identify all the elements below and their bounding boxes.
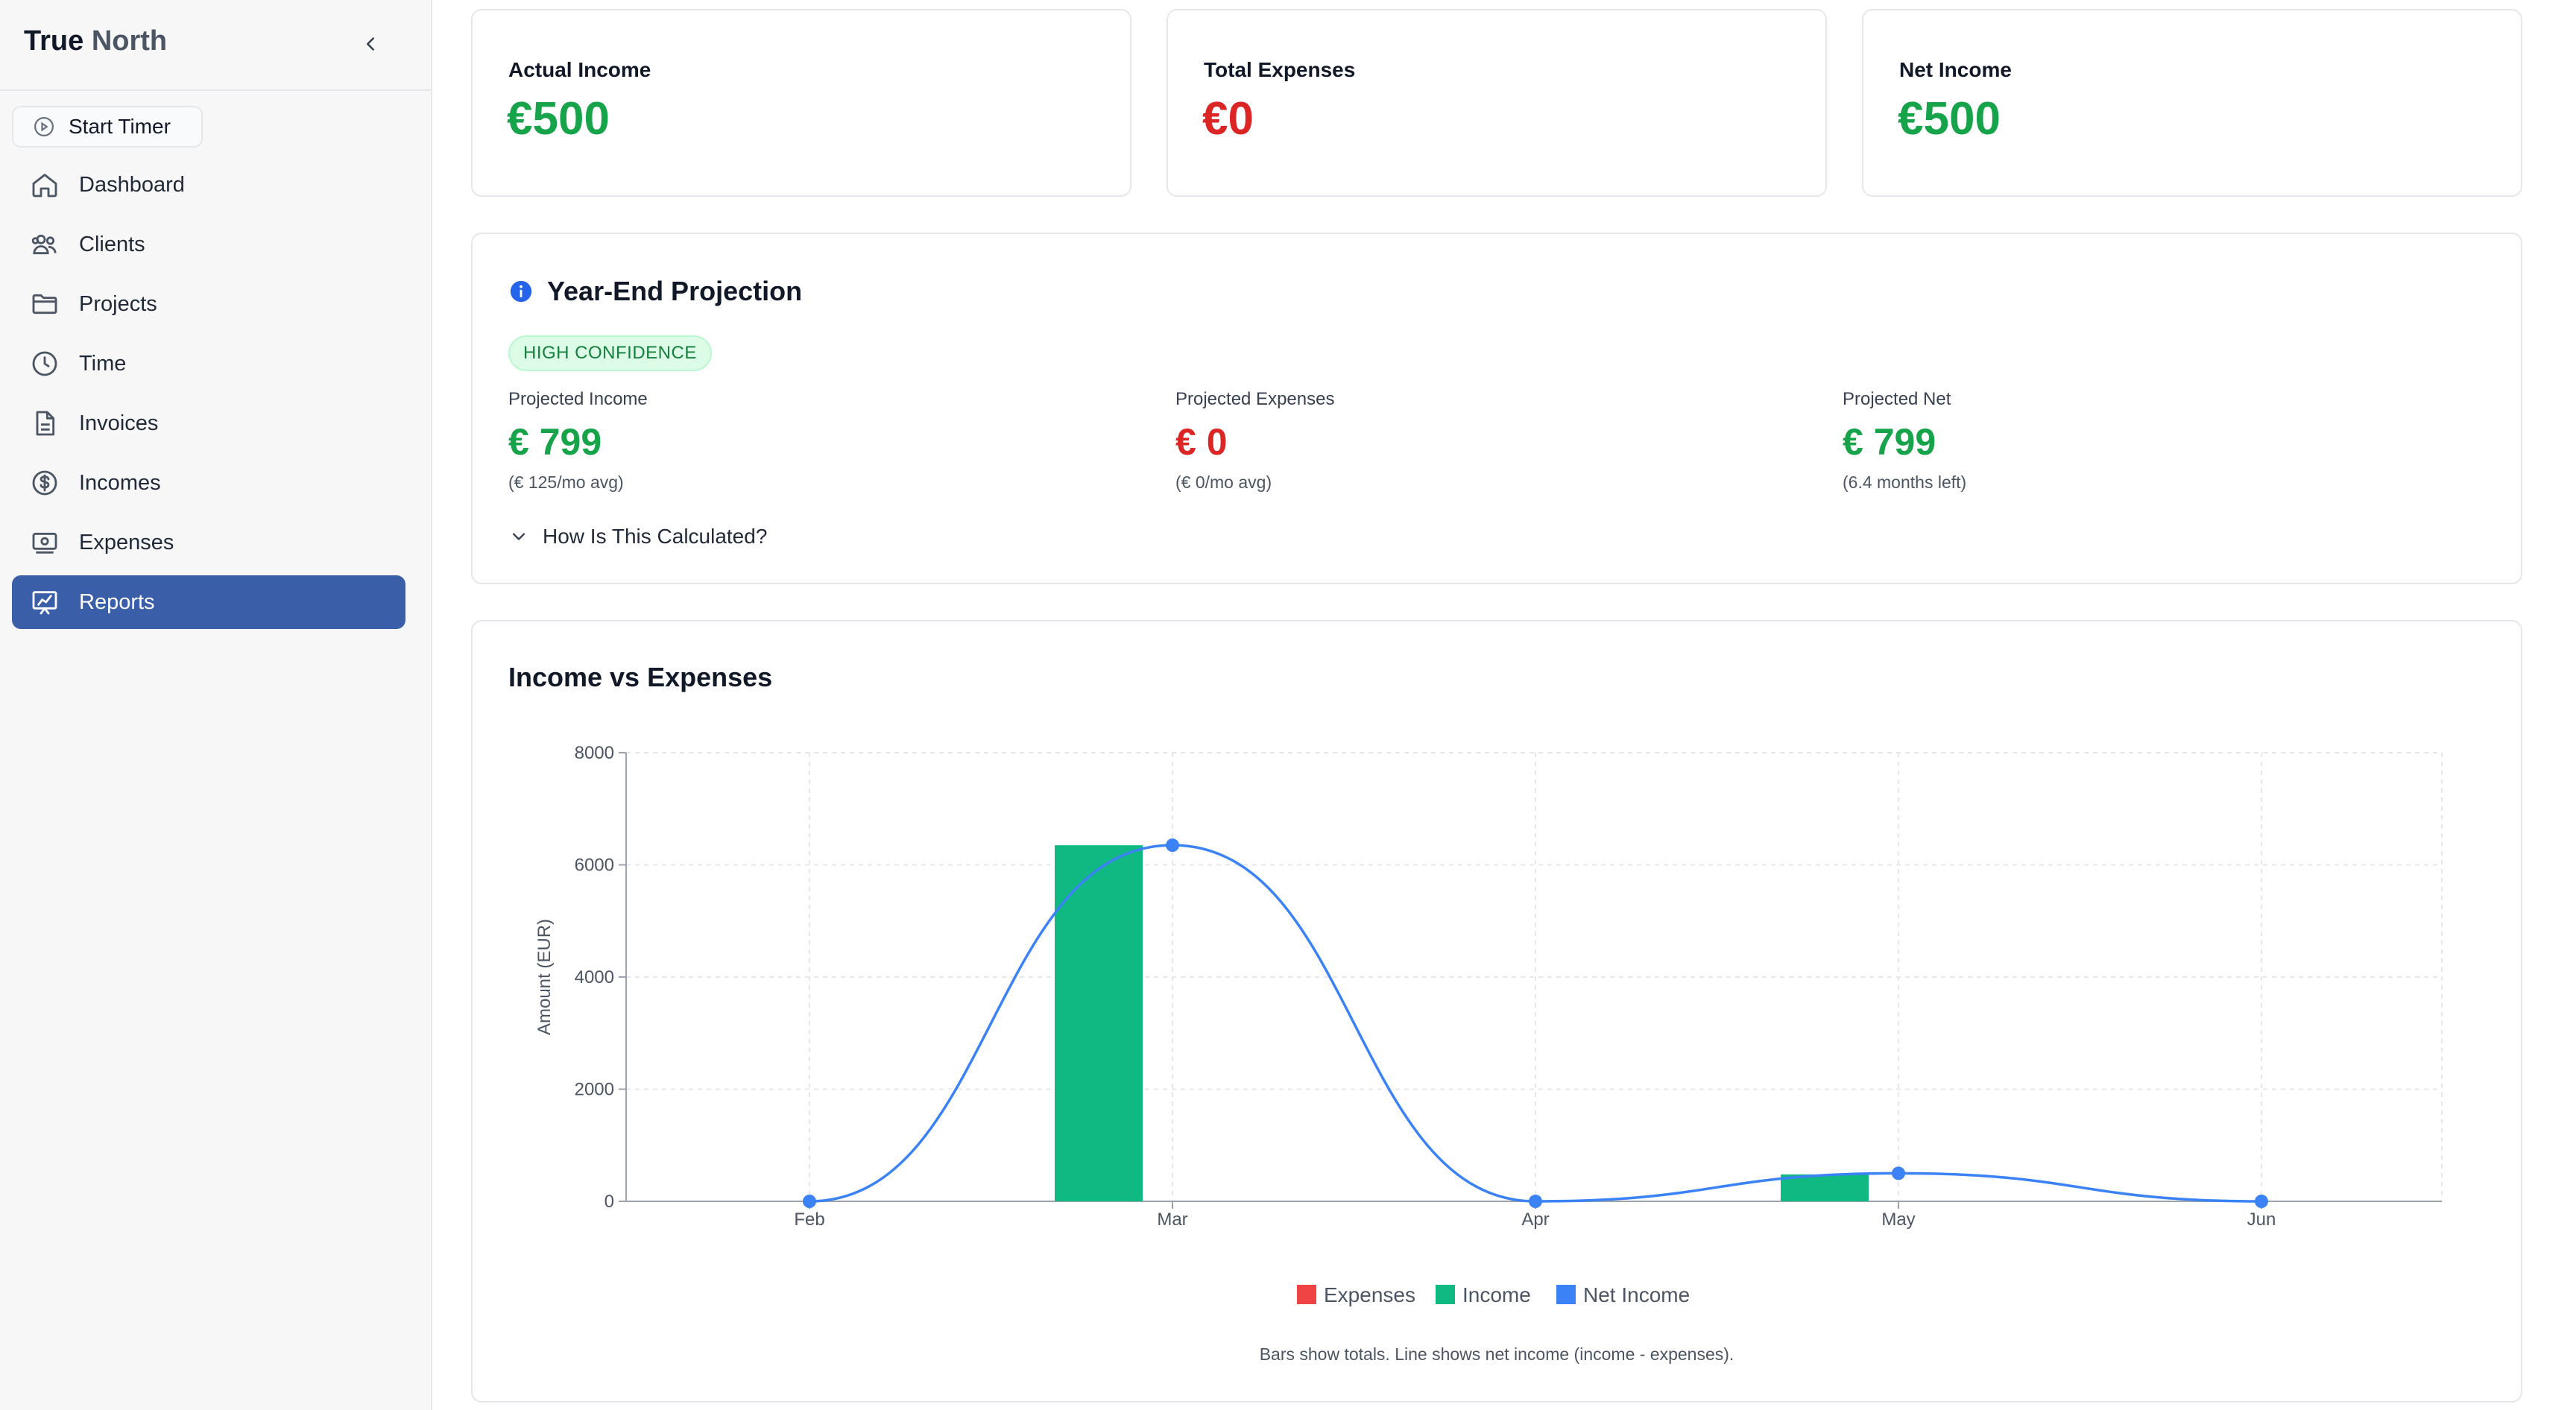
confidence-badge: HIGH CONFIDENCE: [508, 335, 712, 371]
projected-income-sub: (€ 125/mo avg): [508, 472, 624, 492]
sidebar: True North Start Timer Dashboard Clients…: [0, 0, 432, 1410]
projection-title: Year-End Projection: [547, 276, 803, 306]
clock-icon: [32, 351, 57, 376]
sidebar-item-time[interactable]: Time: [12, 337, 405, 391]
sidebar-item-label: Expenses: [79, 530, 174, 554]
sidebar-item-invoices[interactable]: Invoices: [12, 396, 405, 450]
x-tick-label: Mar: [1157, 1210, 1187, 1230]
income-vs-expenses-card: Income vs Expenses 0 2000 4000 6000 8000 Feb M…: [471, 620, 2522, 1403]
net-income-point: [1529, 1195, 1542, 1208]
sidebar-item-expenses[interactable]: Expenses: [12, 516, 405, 569]
chevron-left-icon: [367, 37, 374, 51]
chevron-down-icon: [512, 533, 525, 540]
chart-icon: [32, 591, 57, 615]
y-tick-label: 0: [604, 1192, 614, 1212]
projected-net: Projected Net € 799 (6.4 months left): [1843, 389, 1966, 493]
actual-income-label: Actual Income: [508, 58, 651, 81]
y-axis-label: Amount (EUR): [534, 919, 555, 1035]
projected-expenses-sub: (€ 0/mo avg): [1175, 472, 1272, 492]
y-tick-label: 4000: [575, 967, 614, 987]
net-income-label: Net Income: [1899, 58, 2012, 81]
users-icon: [31, 234, 57, 255]
home-icon: [32, 174, 57, 197]
file-icon: [36, 411, 55, 436]
total-expenses-card: Total Expenses €0: [1167, 9, 1827, 197]
projected-net-label: Projected Net: [1843, 389, 1951, 409]
net-income-point: [1892, 1166, 1905, 1180]
legend-swatch: [1436, 1285, 1455, 1304]
net-income-line: [809, 844, 2262, 1203]
actual-income-card: Actual Income €500: [471, 9, 1131, 197]
legend-label: Expenses: [1324, 1283, 1415, 1306]
sidebar-item-label: Incomes: [79, 470, 161, 495]
dollar-circle-icon: [32, 470, 57, 496]
play-circle-icon: [34, 117, 54, 136]
year-end-projection-card: Year-End Projection HIGH CONFIDENCE Proj…: [471, 233, 2522, 584]
projected-income: Projected Income € 799 (€ 125/mo avg): [508, 389, 648, 493]
actual-income-value: €500: [507, 93, 610, 145]
sidebar-item-projects[interactable]: Projects: [12, 277, 405, 331]
info-icon: [510, 280, 532, 303]
app-name-second: North: [91, 25, 168, 57]
projected-income-value: € 799: [508, 421, 602, 463]
total-expenses-value: €0: [1202, 93, 1254, 145]
sidebar-item-incomes[interactable]: Incomes: [12, 456, 405, 510]
projected-expenses-label: Projected Expenses: [1175, 389, 1335, 409]
x-tick-label: Feb: [794, 1210, 824, 1230]
x-tick-label: May: [1881, 1210, 1915, 1230]
x-tick-label: Jun: [2247, 1210, 2276, 1230]
sidebar-item-label: Dashboard: [79, 172, 185, 197]
bar-income: [1781, 1174, 1869, 1201]
bar-income: [1055, 845, 1143, 1201]
chart-title: Income vs Expenses: [508, 662, 773, 692]
start-timer-label: Start Timer: [69, 115, 171, 138]
projected-net-value: € 799: [1843, 421, 1936, 463]
net-income-point: [803, 1195, 816, 1208]
chart-note: Bars show totals. Line shows net income …: [1259, 1344, 1734, 1364]
app-name-first: True: [24, 25, 84, 57]
sidebar-item-label: Reports: [79, 589, 155, 614]
total-expenses-label: Total Expenses: [1204, 58, 1356, 81]
legend-label: Net Income: [1583, 1283, 1690, 1306]
y-tick-label: 6000: [575, 856, 614, 876]
y-tick-label: 8000: [575, 743, 614, 763]
banknote-icon: [32, 532, 57, 554]
collapse-sidebar-button[interactable]: [352, 25, 389, 63]
sidebar-item-clients[interactable]: Clients: [12, 218, 405, 271]
start-timer-button[interactable]: Start Timer: [12, 106, 203, 148]
income-expenses-chart: 0 2000 4000 6000 8000 Feb Mar Apr May Jun Amount (…: [534, 743, 2443, 1306]
how-calculated-label: How Is This Calculated?: [543, 525, 768, 548]
sidebar-item-reports[interactable]: Reports: [12, 575, 405, 629]
app-logo[interactable]: True North: [24, 25, 167, 57]
legend-label: Income: [1462, 1283, 1531, 1306]
sidebar-header: True North: [0, 0, 431, 91]
projected-expenses-value: € 0: [1175, 421, 1228, 463]
sidebar-item-label: Projects: [79, 291, 157, 316]
sidebar-nav: Dashboard Clients Projects Time Invoices…: [12, 158, 405, 635]
sidebar-item-dashboard[interactable]: Dashboard: [12, 158, 405, 212]
folder-icon: [32, 294, 57, 314]
legend-swatch: [1297, 1285, 1316, 1304]
how-calculated-toggle[interactable]: How Is This Calculated?: [508, 522, 767, 551]
x-tick-label: Apr: [1521, 1210, 1549, 1230]
net-income-point: [1166, 838, 1179, 853]
projected-income-label: Projected Income: [508, 389, 648, 409]
sidebar-item-label: Time: [79, 351, 127, 376]
sidebar-item-label: Clients: [79, 232, 145, 256]
net-income-point: [2255, 1195, 2268, 1208]
net-income-value: €500: [1898, 93, 2001, 145]
legend-swatch: [1556, 1285, 1576, 1304]
net-income-card: Net Income €500: [1862, 9, 2522, 197]
y-tick-label: 2000: [575, 1080, 614, 1100]
projected-expenses: Projected Expenses € 0 (€ 0/mo avg): [1175, 389, 1334, 493]
projected-net-sub: (6.4 months left): [1843, 472, 1967, 492]
sidebar-item-label: Invoices: [79, 411, 159, 435]
